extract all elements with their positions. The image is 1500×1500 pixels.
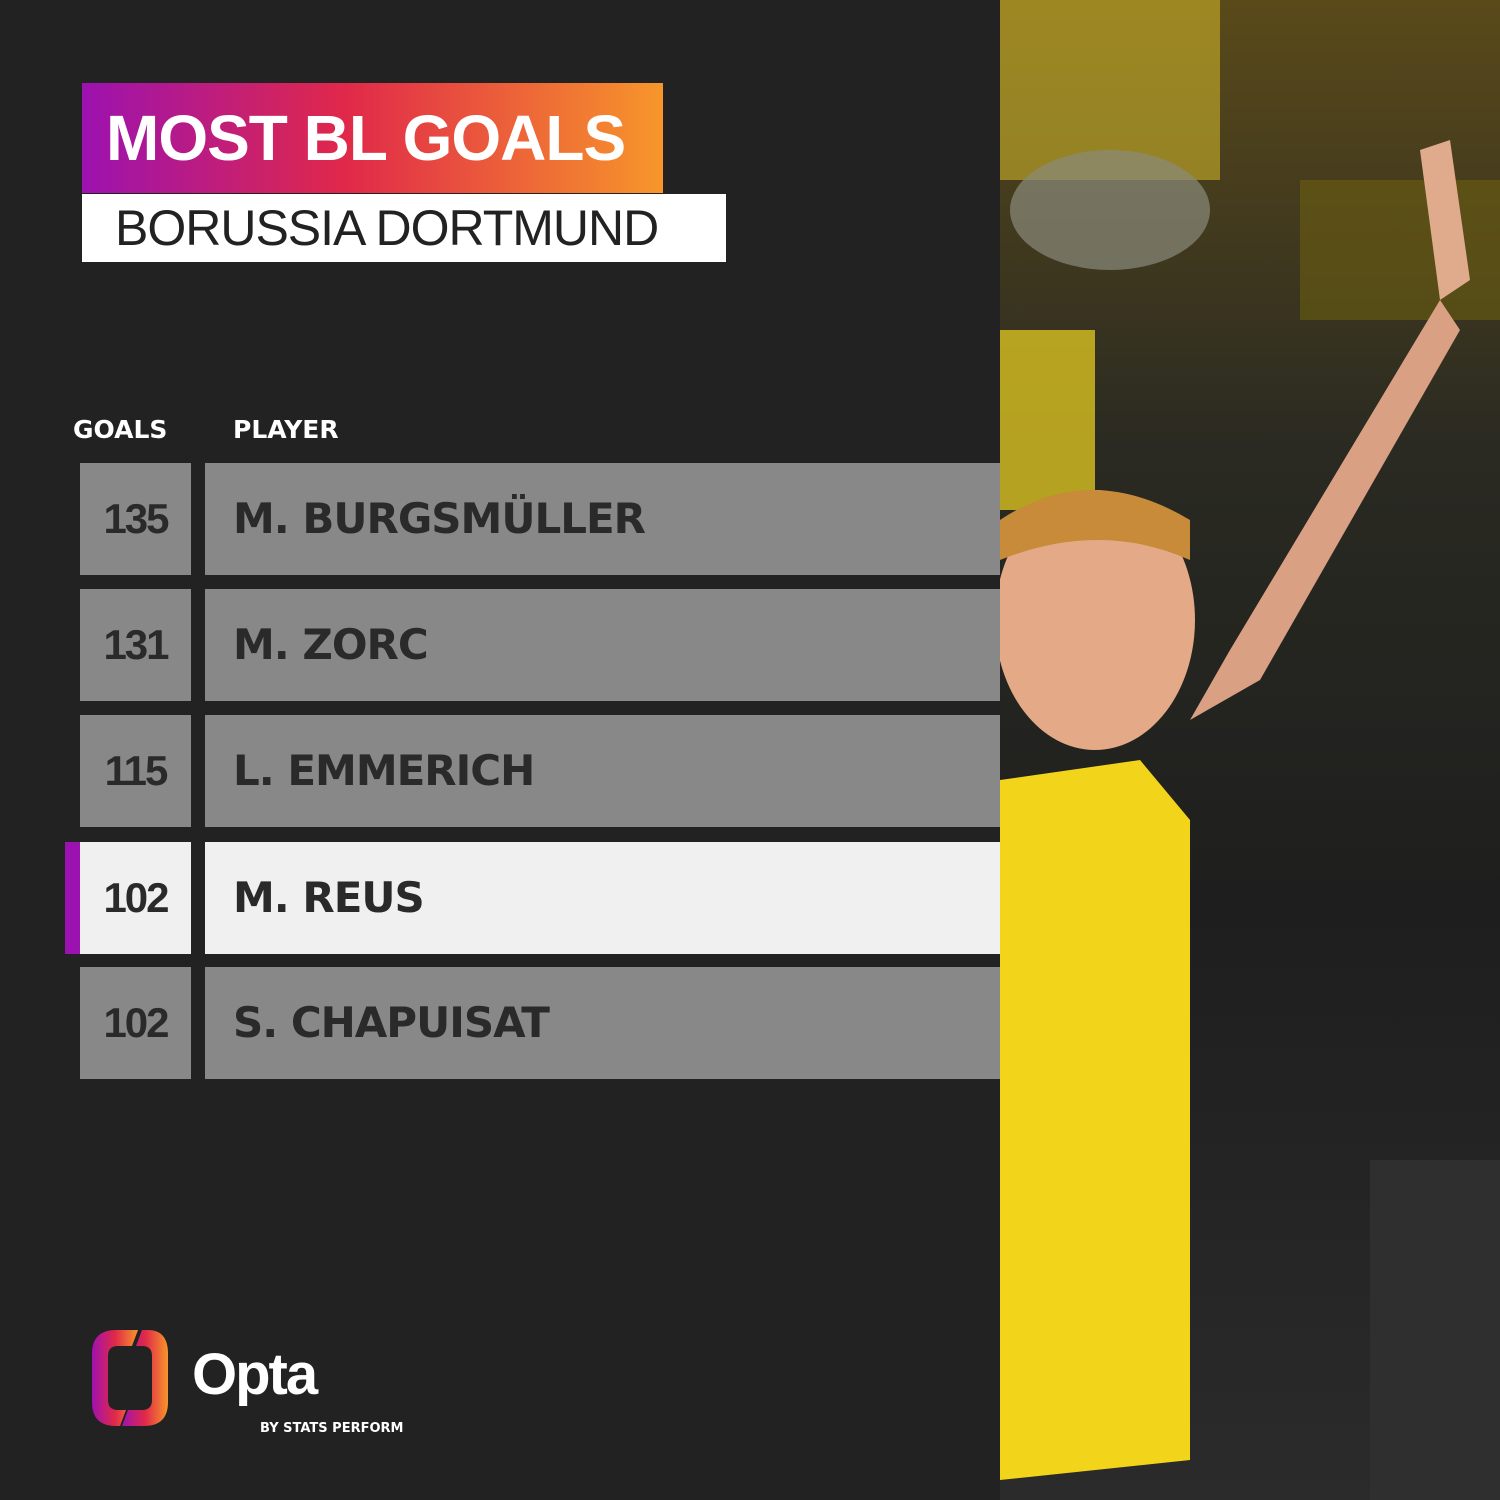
table-row: 131 M. ZORC	[80, 589, 1000, 701]
table-row: 115 L. EMMERICH	[80, 715, 1000, 827]
player-photo-illustration	[1000, 0, 1500, 1500]
goals-cell: 115	[80, 715, 191, 827]
opta-tagline: BY STATS PERFORM	[260, 1421, 403, 1436]
player-cell: M. BURGSMÜLLER	[205, 463, 1000, 575]
opta-logo: Opta BY STATS PERFORM	[90, 1328, 410, 1444]
goals-cell: 102	[80, 842, 191, 954]
player-cell: M. REUS	[205, 842, 1000, 954]
highlight-bar	[65, 842, 80, 954]
player-cell: M. ZORC	[205, 589, 1000, 701]
player-cell: S. CHAPUISAT	[205, 967, 1000, 1079]
subtitle: BORUSSIA DORTMUND	[82, 194, 726, 262]
table-row-highlighted: 102 M. REUS	[65, 842, 1000, 954]
column-header-player: PLAYER	[233, 415, 339, 444]
column-header-goals: GOALS	[73, 415, 168, 444]
title: MOST BL GOALS	[82, 83, 663, 193]
player-cell: L. EMMERICH	[205, 715, 1000, 827]
player-photo	[1000, 0, 1500, 1500]
opta-wordmark: Opta	[192, 1342, 319, 1407]
goals-cell: 135	[80, 463, 191, 575]
opta-logo-icon: Opta BY STATS PERFORM	[92, 1330, 403, 1436]
goals-cell: 131	[80, 589, 191, 701]
goals-cell: 102	[80, 967, 191, 1079]
table-row: 102 S. CHAPUISAT	[80, 967, 1000, 1079]
table-row: 135 M. BURGSMÜLLER	[80, 463, 1000, 575]
